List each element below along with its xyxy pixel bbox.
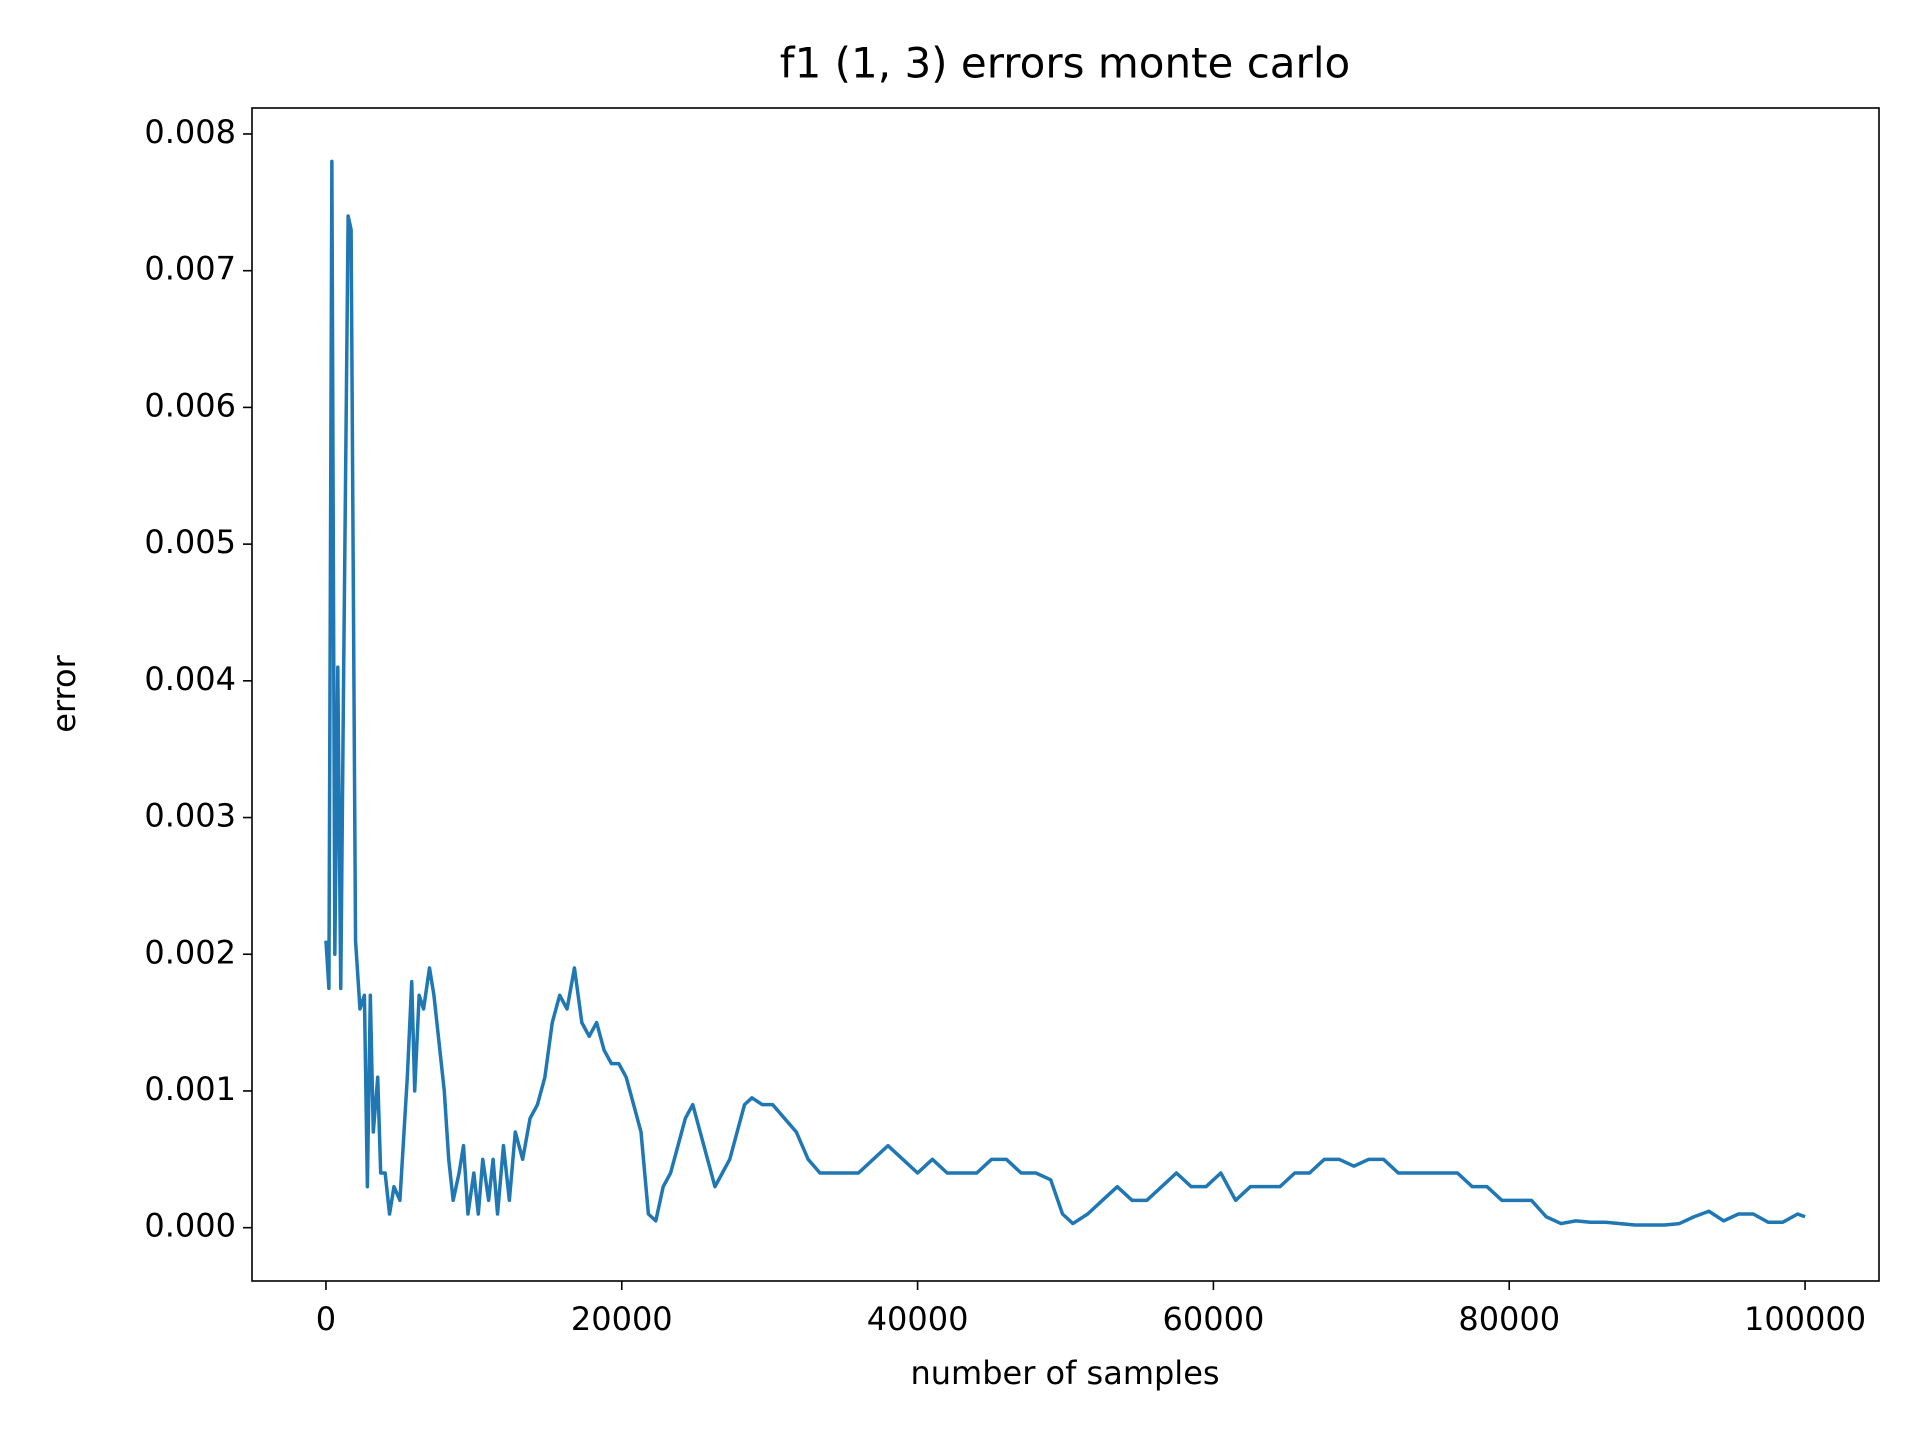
x-tick-label: 60000 bbox=[1163, 1300, 1265, 1338]
y-tick-label: 0.004 bbox=[144, 660, 236, 698]
y-tick-label: 0.008 bbox=[144, 113, 236, 151]
chart-title: f1 (1, 3) errors monte carlo bbox=[780, 39, 1350, 88]
data-line bbox=[324, 159, 1806, 1227]
y-tick-label: 0.000 bbox=[144, 1207, 236, 1245]
y-tick-label: 0.007 bbox=[144, 250, 236, 288]
x-tick-label: 20000 bbox=[571, 1300, 673, 1338]
x-tick-label: 100000 bbox=[1744, 1300, 1866, 1338]
x-axis-label: number of samples bbox=[910, 1354, 1219, 1392]
y-tick-label: 0.006 bbox=[144, 386, 236, 424]
y-tick-label: 0.005 bbox=[144, 523, 236, 561]
x-tick-label: 40000 bbox=[867, 1300, 969, 1338]
y-tick-label: 0.001 bbox=[144, 1070, 236, 1108]
y-tick-label: 0.002 bbox=[144, 933, 236, 971]
y-axis-label: error bbox=[45, 654, 83, 732]
x-tick-label: 0 bbox=[316, 1300, 336, 1338]
x-tick-label: 80000 bbox=[1458, 1300, 1560, 1338]
y-tick-label: 0.003 bbox=[144, 797, 236, 835]
plot-frame bbox=[251, 107, 1880, 1282]
